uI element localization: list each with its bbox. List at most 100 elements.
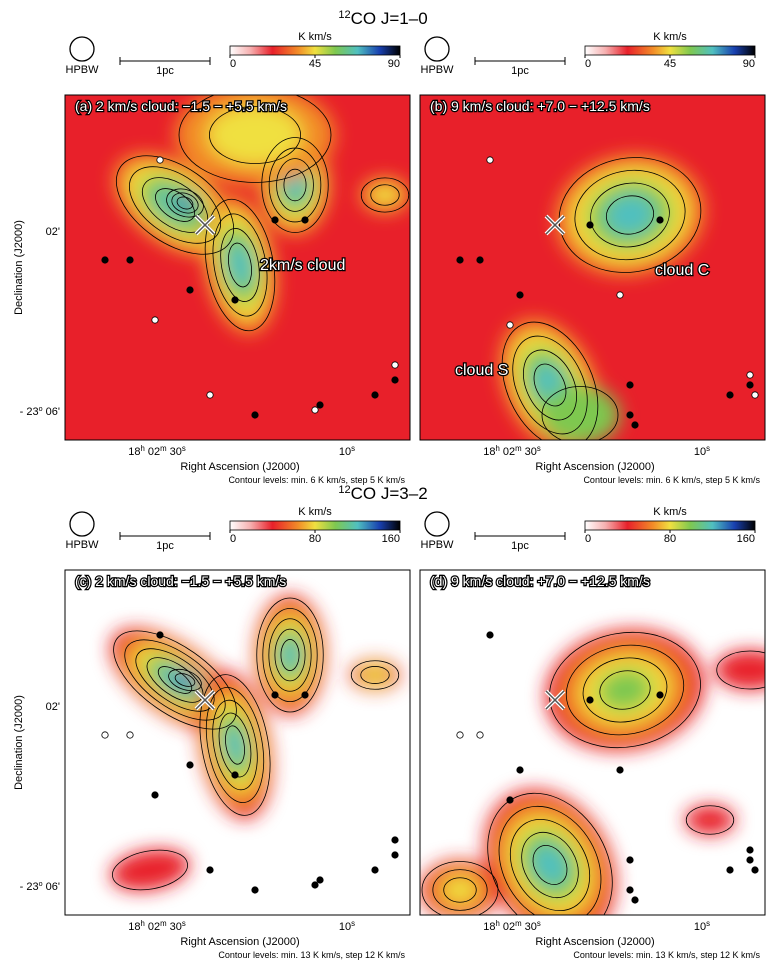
emission-level [207,105,303,165]
source-marker [617,767,623,773]
colorbar-tick-label: 45 [664,58,676,70]
source-marker [187,287,193,293]
emission-level [280,639,299,672]
colorbar-tick-label: 160 [382,533,400,545]
x-tick-label-part: s [706,919,710,928]
scale-label: 1pc [156,65,174,77]
colorbar-tick-label: 0 [585,533,591,545]
x-tick-label-part: s [537,444,541,453]
beam-label: HPBW [421,539,455,551]
emission-level [370,184,400,206]
source-marker [102,732,108,738]
x-tick-label-part: 30 [167,921,182,933]
source-marker [317,402,323,408]
section-title-part: 12 [338,484,350,496]
colorbar [585,46,755,55]
y-tick-label-part: - 23 [20,406,39,418]
source-marker [517,292,523,298]
x-tick-label-part: s [182,444,186,453]
emission-level [540,385,620,445]
source-marker [507,322,513,328]
colorbar-tick-label: 0 [230,58,236,70]
source-marker [627,857,633,863]
panel-label: (d) 9 km/s cloud: +7.0 − +12.5 km/s [430,573,650,589]
source-marker [657,692,663,698]
contour-note: Contour levels: min. 13 K km/s, step 12 … [573,950,760,960]
source-marker [752,867,758,873]
panel-label: (b) 9 km/s cloud: +7.0 − +12.5 km/s [430,98,650,114]
source-marker [487,632,493,638]
beam-label: HPBW [66,539,100,551]
x-tick-label-part: 02 [500,921,515,933]
section-title-part: 12 [338,9,350,21]
source-marker [157,157,163,163]
source-marker [517,767,523,773]
source-marker [312,407,318,413]
x-tick-label-part: s [182,919,186,928]
emission-level [685,805,735,835]
emission-level [443,877,477,903]
source-marker [627,412,633,418]
x-axis-title: Right Ascension (J2000) [180,936,299,948]
source-marker [372,392,378,398]
x-tick-label: 18h 02m 30s [483,444,541,459]
map [420,95,765,467]
source-marker [747,372,753,378]
source-marker [207,867,213,873]
colorbar [230,521,400,530]
scale-bar [120,532,210,540]
source-marker [487,157,493,163]
x-axis-title: Right Ascension (J2000) [535,461,654,473]
annotation: 2km/s cloud [260,257,345,274]
y-tick-label-part: 06' [43,881,60,893]
source-marker [272,692,278,698]
beam [70,37,94,61]
map [420,570,766,964]
map-panel: (d) 9 km/s cloud: +7.0 − +12.5 km/s HPBW 1… [420,506,766,964]
colorbar-tick-label: 0 [230,533,236,545]
source-marker [617,292,623,298]
x-tick-label: 10s [694,919,710,934]
source-marker [587,222,593,228]
y-axis-title: Declination (J2000) [13,695,25,790]
x-tick-label: 18h 02m 30s [483,919,541,934]
colorbar-unit: K km/s [653,506,687,518]
source-marker [372,867,378,873]
source-marker [477,257,483,263]
source-marker [392,852,398,858]
source-marker [747,847,753,853]
scale-label: 1pc [156,540,174,552]
x-tick-label-part: 10 [694,921,706,933]
colorbar-tick-label: 0 [585,58,591,70]
source-marker [207,392,213,398]
source-marker [632,897,638,903]
x-tick-label-part: 10 [694,446,706,458]
annotation: cloud C [655,262,709,279]
source-marker [302,692,308,698]
y-tick-label-part: - 23 [20,881,39,893]
beam [70,512,94,536]
map-panel: (b) 9 km/s cloud: +7.0 − +12.5 km/s cloud… [420,31,765,485]
source-marker [102,257,108,263]
x-tick-label-part: 18 [128,446,140,458]
x-tick-label-part: 18 [483,921,495,933]
source-marker [187,762,193,768]
colorbar-tick-label: 90 [388,58,400,70]
source-marker [232,772,238,778]
source-marker [627,887,633,893]
x-axis-title: Right Ascension (J2000) [535,936,654,948]
scale-label: 1pc [511,540,529,552]
source-marker [252,887,258,893]
contour-note: Contour levels: min. 6 K km/s, step 5 K … [228,475,405,485]
source-marker [457,732,463,738]
x-tick-label-part: 02 [500,446,515,458]
panel-label: (a) 2 km/s cloud: −1.5 − +5.5 km/s [75,98,287,114]
source-marker [232,297,238,303]
source-marker [627,382,633,388]
source-marker [152,792,158,798]
x-tick-label-part: 02 [145,921,160,933]
panel-label: (c) 2 km/s cloud: −1.5 − +5.5 km/s [75,573,286,589]
y-tick-label: - 23o 06' [20,880,60,893]
source-marker [587,697,593,703]
x-tick-label: 10s [339,444,355,459]
